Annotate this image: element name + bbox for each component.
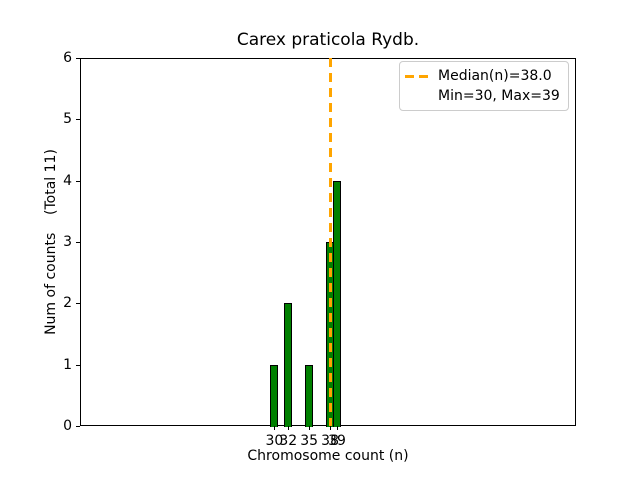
y-tick-2 <box>76 303 80 304</box>
x-tick-32 <box>288 426 290 430</box>
x-tick-label-35: 35 <box>300 433 319 449</box>
y-tick-0 <box>76 426 80 427</box>
y-tick-label-4: 4 <box>63 173 72 189</box>
median-dash-icon <box>405 74 429 78</box>
y-tick-1 <box>76 365 80 366</box>
y-tick-label-6: 6 <box>63 50 72 66</box>
y-tick-6 <box>76 58 80 59</box>
bar-n39 <box>333 181 342 427</box>
bar-n30 <box>270 365 279 427</box>
y-tick-label-3: 3 <box>63 234 72 250</box>
x-tick-label-39: 39 <box>328 433 346 449</box>
x-tick-39 <box>337 426 339 430</box>
bar-n35 <box>305 365 314 427</box>
y-tick-5 <box>76 119 80 120</box>
y-tick-3 <box>76 242 80 243</box>
bar-n32 <box>284 303 293 427</box>
legend-entry-median: Median(n)=38.0 <box>405 67 560 85</box>
x-tick-30 <box>274 426 276 430</box>
median-line <box>328 58 332 426</box>
x-tick-35 <box>309 426 311 430</box>
x-tick-label-32: 32 <box>279 433 298 449</box>
x-tick-38 <box>330 426 332 430</box>
y-tick-4 <box>76 181 80 182</box>
x-axis-label: Chromosome count (n) <box>247 448 409 464</box>
legend-entry-minmax: Min=30, Max=39 <box>405 87 560 105</box>
y-tick-label-2: 2 <box>63 295 72 311</box>
x-tick-label-30: 30 <box>265 433 284 449</box>
y-tick-label-0: 0 <box>63 418 72 434</box>
y-tick-label-1: 1 <box>63 357 72 373</box>
legend-label-median: Median(n)=38.0 <box>438 68 552 84</box>
y-tick-label-5: 5 <box>63 111 72 127</box>
legend-handle-spacer <box>405 95 429 98</box>
legend-label-minmax: Min=30, Max=39 <box>438 88 560 104</box>
legend: Median(n)=38.0 Min=30, Max=39 <box>399 61 569 111</box>
x-tick-label-38: 38 <box>321 433 339 449</box>
chart-title: Carex praticola Rydb. <box>236 30 420 50</box>
